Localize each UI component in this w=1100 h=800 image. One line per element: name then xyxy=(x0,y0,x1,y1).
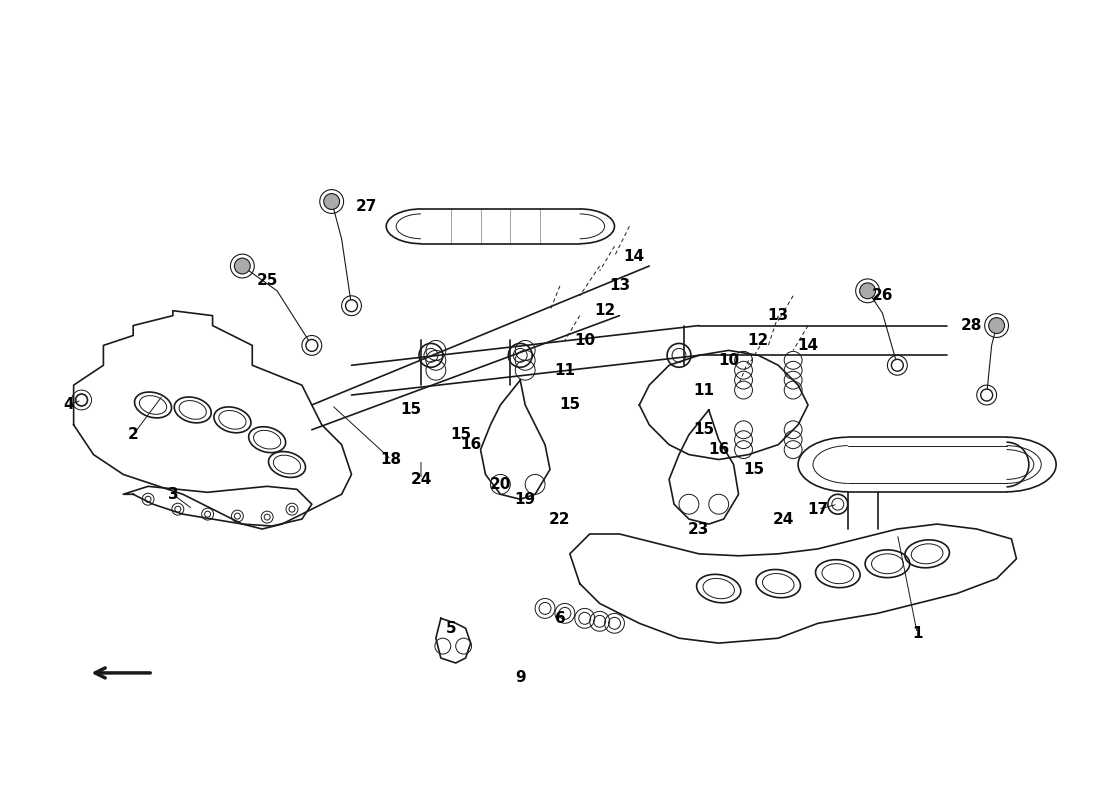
Text: 11: 11 xyxy=(693,382,714,398)
Text: 3: 3 xyxy=(167,486,178,502)
Text: 10: 10 xyxy=(574,333,595,348)
Text: 24: 24 xyxy=(410,472,431,487)
Text: 18: 18 xyxy=(381,452,402,467)
Text: 15: 15 xyxy=(400,402,421,418)
Circle shape xyxy=(234,258,251,274)
Text: 15: 15 xyxy=(559,398,581,413)
Text: 2: 2 xyxy=(128,427,139,442)
Text: 16: 16 xyxy=(460,437,481,452)
Text: 13: 13 xyxy=(768,308,789,323)
Text: 27: 27 xyxy=(355,199,377,214)
Text: 5: 5 xyxy=(446,621,456,636)
Text: 16: 16 xyxy=(708,442,729,457)
Text: 13: 13 xyxy=(609,278,630,294)
Text: 17: 17 xyxy=(807,502,828,517)
Circle shape xyxy=(989,318,1004,334)
Text: 19: 19 xyxy=(515,492,536,506)
Text: 26: 26 xyxy=(871,288,893,303)
Text: 11: 11 xyxy=(554,362,575,378)
Circle shape xyxy=(345,300,358,312)
Circle shape xyxy=(323,194,340,210)
Circle shape xyxy=(981,389,992,401)
Text: 10: 10 xyxy=(718,353,739,368)
Text: 12: 12 xyxy=(748,333,769,348)
Text: 4: 4 xyxy=(64,398,74,413)
Circle shape xyxy=(859,283,876,298)
Text: 1: 1 xyxy=(912,626,923,641)
Text: 12: 12 xyxy=(594,303,615,318)
Text: 15: 15 xyxy=(742,462,764,477)
Text: 15: 15 xyxy=(450,427,471,442)
Text: 22: 22 xyxy=(549,511,571,526)
Text: 28: 28 xyxy=(961,318,982,333)
Text: 24: 24 xyxy=(772,511,794,526)
Circle shape xyxy=(76,394,88,406)
Text: 14: 14 xyxy=(624,249,645,263)
Text: 9: 9 xyxy=(515,670,526,686)
Text: 25: 25 xyxy=(256,274,278,289)
Text: 14: 14 xyxy=(798,338,818,353)
Circle shape xyxy=(306,339,318,351)
Text: 23: 23 xyxy=(689,522,710,537)
Text: 15: 15 xyxy=(693,422,714,438)
Circle shape xyxy=(891,359,903,371)
Text: 6: 6 xyxy=(554,611,565,626)
Text: 20: 20 xyxy=(490,477,512,492)
